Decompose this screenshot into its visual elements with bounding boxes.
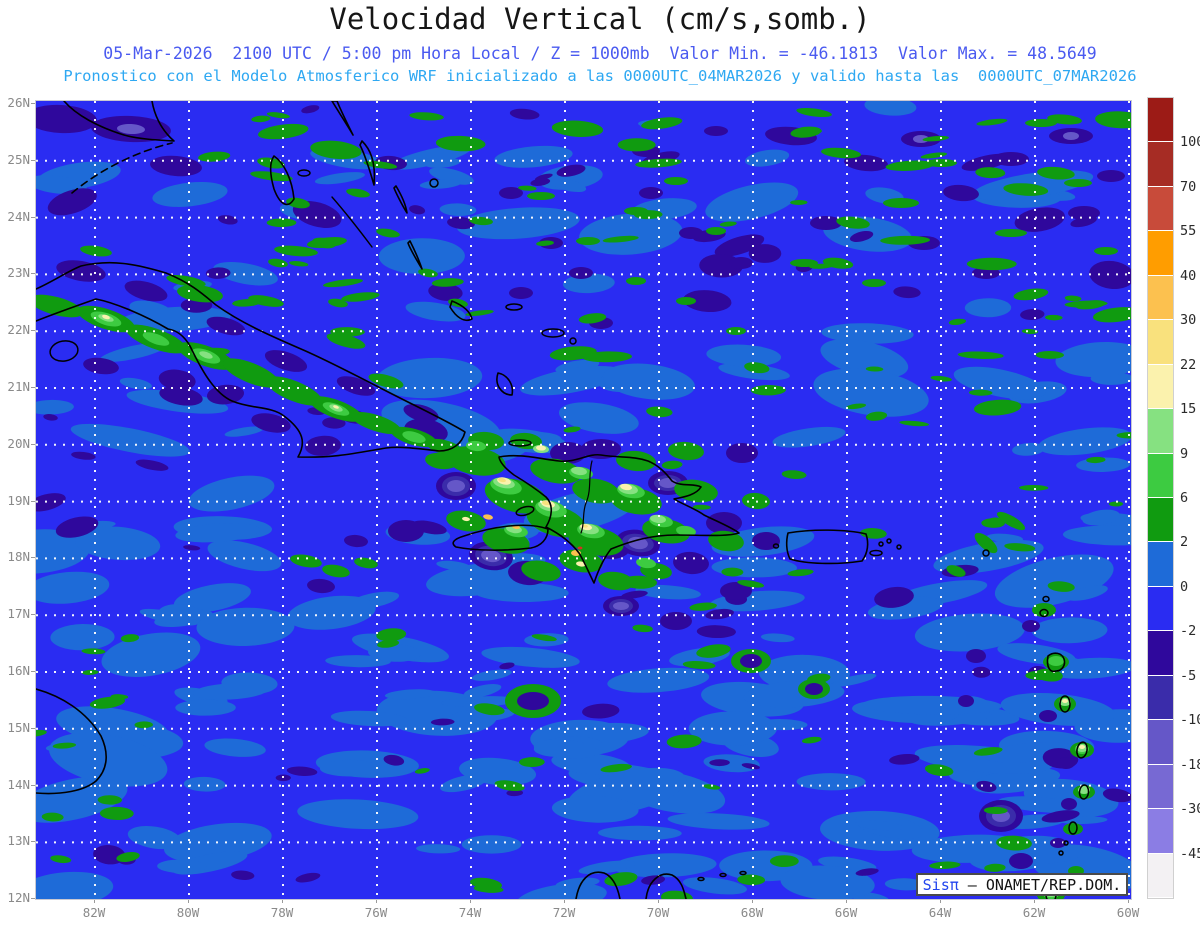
colorbar [1147,97,1174,899]
lat-tick-label: 26N [7,95,30,110]
lat-tick [31,443,35,445]
lon-tick-label: 66W [834,905,858,920]
lon-tick-label: 60W [1116,905,1140,920]
colorbar-level-label: -10 [1180,712,1200,729]
lon-tick-label: 78W [270,905,294,920]
colorbar-segment [1148,675,1173,721]
lon-tick-label: 72W [552,905,576,920]
lon-tick-label: 80W [176,905,200,920]
colorbar-segment [1148,231,1173,276]
lon-tick [1034,899,1035,903]
lon-tick [94,899,95,903]
lat-tick [31,784,35,786]
colorbar-segment [1148,631,1173,676]
lat-tick-label: 14N [7,776,30,792]
lat-tick-label: 23N [7,265,30,281]
lat-tick [31,330,35,332]
lon-tick [940,899,941,903]
colorbar-level-label: 22 [1180,356,1197,373]
lat-tick-label: 25N [7,151,30,167]
lat-tick [31,159,35,161]
lon-tick [188,899,189,903]
lon-tick [282,899,283,903]
lon-tick [470,899,471,903]
lat-tick-label: 21N [7,379,30,394]
lat-tick [31,273,35,275]
lon-tick-label: 70W [646,905,670,920]
colorbar-level-label: -45 [1180,845,1200,862]
lon-tick [1128,899,1129,903]
lat-tick [31,841,35,843]
lon-tick [658,899,659,903]
colorbar-segment [1148,853,1173,898]
colorbar-segment [1148,409,1173,454]
lon-tick-label: 76W [364,905,388,920]
colorbar-segment [1148,764,1173,810]
colorbar-level-label: 0 [1180,578,1189,595]
colorbar-segment [1148,498,1173,543]
colorbar-segment [1148,809,1173,854]
lat-tick-label: 18N [7,549,30,565]
colorbar-level-label: 6 [1180,490,1189,506]
colorbar-level-label: -18 [1180,756,1200,773]
lat-tick-label: 16N [7,663,30,678]
lon-tick-label: 82W [82,905,106,920]
lat-tick [31,103,35,104]
colorbar-level-label: -2 [1180,623,1197,640]
lon-tick-label: 74W [458,905,482,920]
lon-tick [376,899,377,903]
colorbar-segment [1148,142,1173,187]
lat-tick [31,671,35,672]
lat-tick-label: 12N [7,890,30,906]
colorbar-segment [1148,186,1173,232]
colorbar-level-label: 30 [1180,312,1197,329]
lat-tick [31,898,35,900]
page-title: Velocidad Vertical (cm/s,somb.) [329,2,871,36]
colorbar-segment [1148,542,1173,587]
colorbar-segment [1148,586,1173,632]
watermark-box: Sisπ – ONAMET/REP.DOM. [916,873,1128,896]
colorbar-segment [1148,275,1173,321]
lon-tick-label: 62W [1022,905,1046,920]
lat-tick [31,500,35,502]
colorbar-segment [1148,98,1173,143]
lat-tick-label: 24N [7,208,30,224]
lat-tick [31,387,35,388]
colorbar-level-label: 40 [1180,267,1197,284]
colorbar-level-label: 100 [1180,134,1200,151]
model-init-line: Pronostico con el Modelo Atmosferico WRF… [63,67,1137,85]
lat-tick-label: 20N [7,435,30,451]
lon-tick [752,899,753,903]
colorbar-level-label: 70 [1180,178,1197,195]
lat-tick-label: 17N [7,606,30,622]
lat-tick-label: 22N [7,322,30,338]
colorbar-level-label: 15 [1180,401,1197,418]
lon-tick [564,899,565,903]
watermark-brand: Sisπ [922,875,959,894]
lat-tick [31,614,35,616]
lat-tick [31,727,35,729]
colorbar-level-label: 55 [1180,223,1197,240]
colorbar-segment [1148,320,1173,365]
colorbar-level-label: -5 [1180,667,1197,684]
lat-tick-label: 13N [7,833,30,849]
lon-tick-label: 64W [928,905,952,920]
colorbar-level-label: -30 [1180,801,1200,818]
lat-tick-label: 15N [7,719,30,735]
lat-tick [31,216,35,218]
vertical-velocity-field [36,101,1131,899]
colorbar-segment [1148,364,1173,410]
colorbar-segment [1148,720,1173,765]
colorbar-level-label: 9 [1180,445,1189,462]
valid-time-line: 05-Mar-2026 2100 UTC / 5:00 pm Hora Loca… [103,44,1097,63]
watermark-text: – ONAMET/REP.DOM. [958,875,1122,894]
lon-tick-label: 68W [740,905,764,920]
lat-tick-label: 19N [7,492,30,508]
colorbar-level-label: 2 [1180,534,1189,551]
colorbar-segment [1148,453,1173,498]
lon-tick [846,899,847,903]
lat-tick [31,557,35,559]
map-canvas [35,100,1132,900]
